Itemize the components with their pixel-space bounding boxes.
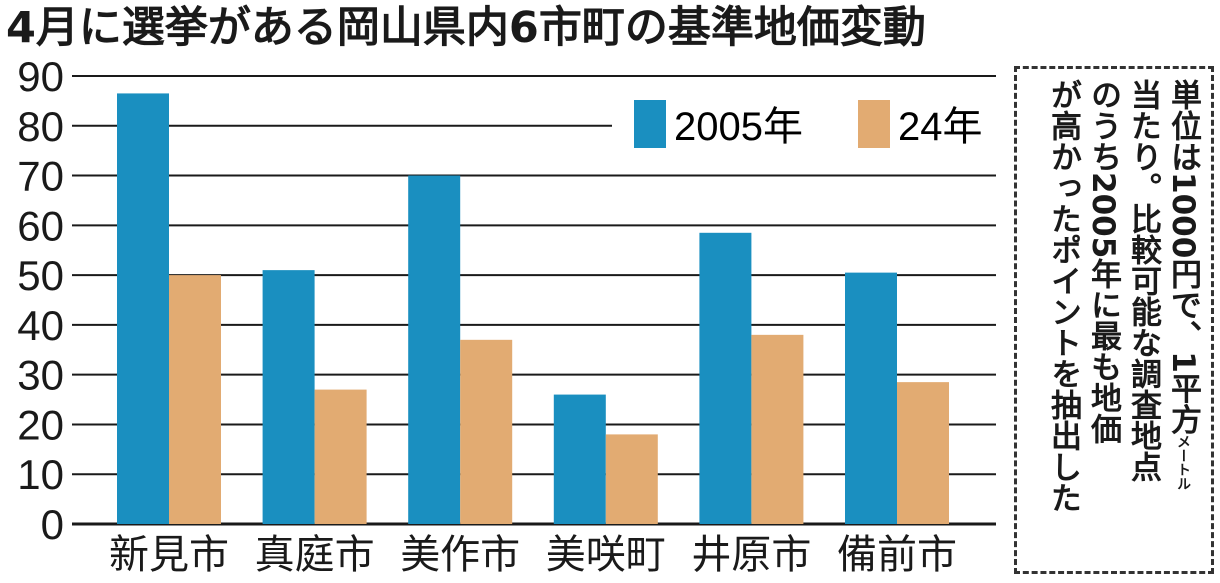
y-tick-label: 60 <box>17 202 64 249</box>
x-category-label: 新見市 <box>109 532 229 578</box>
legend: 2005年 24年 <box>612 88 1002 160</box>
legend-label-2005: 2005年 <box>674 105 803 149</box>
y-tick-label: 20 <box>17 401 64 448</box>
unit-note: 単位は1000円で、1平方メートル 当たり。比較可能な調査地点 のうち2005年… <box>1043 79 1203 569</box>
bar-2005-2 <box>408 175 461 525</box>
bar-2005-1 <box>262 270 315 524</box>
y-tick-label: 40 <box>17 302 64 349</box>
bar-2005-5 <box>845 272 897 524</box>
y-tick-label: 90 <box>17 53 64 100</box>
note-line-4: が高かったポイントを抽出した <box>1045 79 1081 513</box>
bar-2024-0 <box>169 275 221 524</box>
y-tick-label: 30 <box>17 352 64 399</box>
bar-2024-3 <box>605 434 658 524</box>
y-tick-label: 50 <box>17 252 64 299</box>
note-line-2: 当たり。比較可能な調査地点 <box>1125 79 1161 482</box>
gridlines <box>72 75 996 526</box>
y-tick-label: 80 <box>17 103 64 150</box>
note-line-3: のうち2005年に最も地価 <box>1085 79 1121 445</box>
legend-label-2024: 24年 <box>898 105 983 149</box>
x-axis-labels: 新見市 真庭市 美作市 美咲町 井原市 備前市 <box>109 532 957 578</box>
note-unit-small: メートル <box>1175 434 1191 491</box>
bar-2024-2 <box>460 339 513 524</box>
bars <box>117 93 949 525</box>
x-category-label: 美作市 <box>400 532 520 578</box>
legend-swatch-2005 <box>634 100 666 148</box>
y-tick-label: 10 <box>17 451 64 498</box>
x-category-label: 美咲町 <box>546 532 666 578</box>
y-tick-label: 70 <box>17 153 64 200</box>
bar-2005-4 <box>699 232 752 525</box>
legend-bg <box>612 88 1002 160</box>
bar-2024-1 <box>314 389 367 524</box>
bar-2005-3 <box>553 394 606 524</box>
y-tick-label: 0 <box>41 501 64 548</box>
bar-2024-4 <box>751 334 804 524</box>
bar-2024-5 <box>897 382 949 524</box>
x-category-label: 井原市 <box>691 532 811 578</box>
note-line-1: 単位は1000円で、1平方 <box>1165 79 1201 435</box>
chart-title: 4月に選挙がある岡山県内6市町の基準地価変動 <box>6 3 926 53</box>
x-category-label: 真庭市 <box>255 532 375 578</box>
bar-2005-0 <box>117 93 169 524</box>
legend-swatch-2024 <box>858 100 890 148</box>
note-box: 単位は1000円で、1平方メートル 当たり。比較可能な調査地点 のうち2005年… <box>1014 66 1214 574</box>
x-category-label: 備前市 <box>837 532 957 578</box>
